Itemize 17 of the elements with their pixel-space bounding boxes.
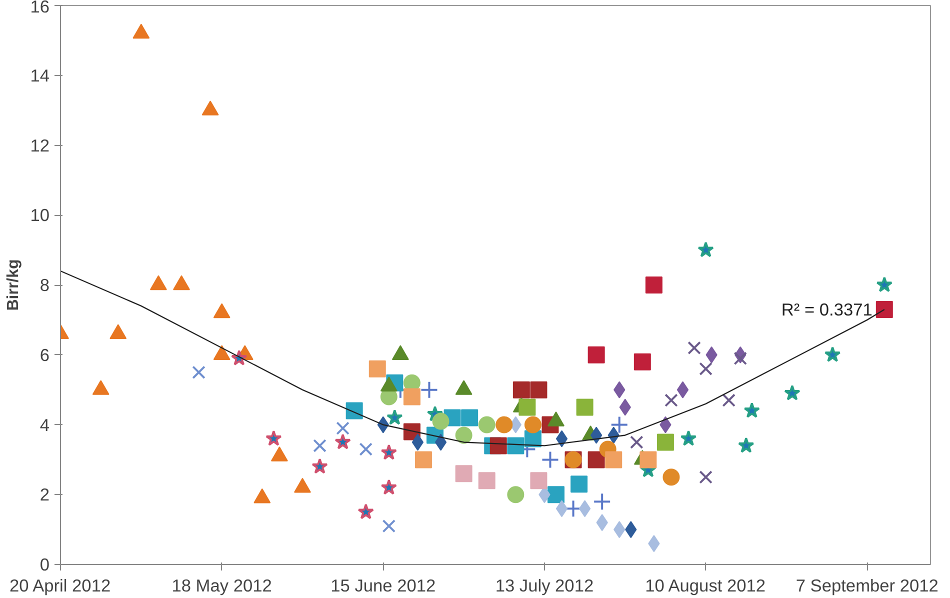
x-tick-label: 18 May 2012 — [172, 576, 272, 596]
x-tick-label: 20 April 2012 — [9, 576, 111, 596]
x-tick-label: 10 August 2012 — [645, 576, 766, 596]
y-axis-title: Birr/kg — [5, 259, 22, 311]
y-tick-label: 4 — [40, 414, 50, 435]
y-tick-label: 14 — [30, 65, 50, 86]
y-tick-label: 10 — [30, 205, 50, 226]
y-tick-label: 16 — [30, 0, 50, 16]
y-tick-label: 0 — [40, 554, 50, 574]
y-tick-label: 8 — [40, 275, 50, 295]
x-tick-label: 13 July 2012 — [495, 576, 594, 596]
x-tick-label: 7 September 2012 — [796, 576, 938, 596]
y-tick-label: 6 — [40, 344, 50, 365]
x-tick-label: 15 June 2012 — [330, 576, 436, 596]
y-tick-label: 2 — [40, 484, 50, 505]
y-tick-label: 12 — [30, 135, 50, 156]
annotation: R² = 0.3371 — [781, 299, 872, 320]
